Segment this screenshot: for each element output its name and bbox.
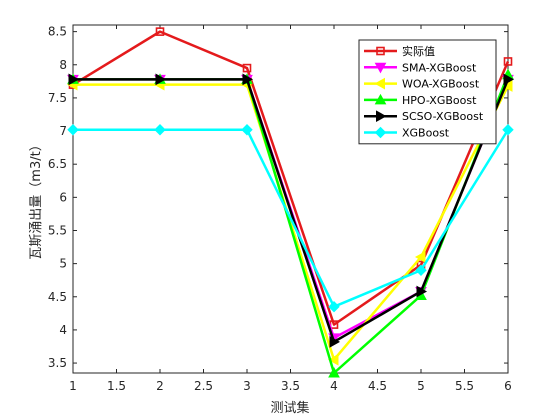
data-point [416, 285, 428, 298]
y-tick-label: 6 [59, 190, 67, 204]
legend-marker [376, 46, 385, 56]
data-point [328, 366, 340, 378]
x-axis-label: 测试集 [270, 400, 309, 416]
series-line [73, 128, 510, 308]
data-point [67, 124, 79, 136]
x-tick-label: 5 [417, 379, 425, 393]
series-line [73, 78, 510, 344]
legend-item: SCSO-XGBoost [364, 110, 484, 123]
data-point [415, 264, 427, 276]
data-point [329, 335, 341, 348]
legend-label: 实际值 [402, 44, 435, 58]
legend-item: XGBoost [364, 127, 450, 140]
x-tick-label: 4.5 [368, 379, 387, 393]
data-point [502, 124, 514, 136]
series-XGBoost [67, 124, 514, 313]
legend: 实际值 SMA-XGBoost WOA-XGBoost HPO-XGBoost SCSO… [358, 39, 497, 145]
y-tick-label: 7 [59, 124, 67, 138]
data-point [155, 73, 167, 86]
x-tick-label: 6 [504, 379, 512, 393]
legend-label: XGBoost [402, 127, 450, 140]
y-tick-label: 5.5 [48, 223, 67, 237]
data-point [155, 27, 165, 36]
legend-marker [374, 77, 385, 90]
x-tick-label: 1.5 [107, 379, 126, 393]
data-point [327, 353, 339, 366]
legend-marker [374, 62, 387, 74]
x-tick-label: 4 [330, 379, 338, 393]
data-point [241, 124, 253, 136]
y-tick-label: 7.5 [48, 91, 67, 105]
y-tick-label: 6.5 [48, 157, 67, 171]
x-tick-label: 2.5 [194, 379, 213, 393]
data-point [242, 63, 252, 73]
y-tick-label: 8 [59, 58, 67, 72]
legend-label: WOA-XGBoost [402, 78, 480, 91]
legend-item: HPO-XGBoost [364, 93, 477, 107]
legend-box [358, 39, 497, 145]
series-layer [66, 27, 515, 378]
legend-item: WOA-XGBoost [364, 78, 480, 91]
y-axis-label: 瓦斯涌出量（m3/t） [29, 138, 44, 259]
x-tick-label: 3 [243, 379, 251, 393]
x-tick-label: 3.5 [281, 379, 300, 393]
legend-marker [374, 126, 387, 139]
data-point [328, 301, 340, 313]
data-point [503, 57, 513, 66]
y-tick-label: 4.5 [48, 290, 67, 304]
data-point [503, 73, 515, 86]
y-tick-label: 5 [59, 257, 67, 271]
y-tick-label: 8.5 [48, 25, 67, 39]
series-SCSO-XGBoost [68, 73, 515, 348]
x-tick-label: 2 [156, 379, 164, 393]
x-tick-label: 1 [69, 379, 77, 393]
data-point [68, 73, 80, 86]
legend-marker [374, 93, 387, 105]
legend-label: HPO-XGBoost [402, 94, 477, 107]
legend-marker [376, 110, 387, 123]
x-tick-label: 5.5 [455, 379, 474, 393]
legend-label: SCSO-XGBoost [402, 110, 484, 123]
data-point [242, 73, 254, 86]
y-tick-label: 3.5 [48, 356, 67, 370]
data-point [414, 251, 426, 263]
legend-item: SMA-XGBoost [364, 61, 477, 74]
data-point [154, 124, 166, 136]
legend-item: 实际值 [364, 44, 435, 58]
legend-label: SMA-XGBoost [402, 61, 477, 74]
y-tick-label: 4 [59, 323, 67, 337]
